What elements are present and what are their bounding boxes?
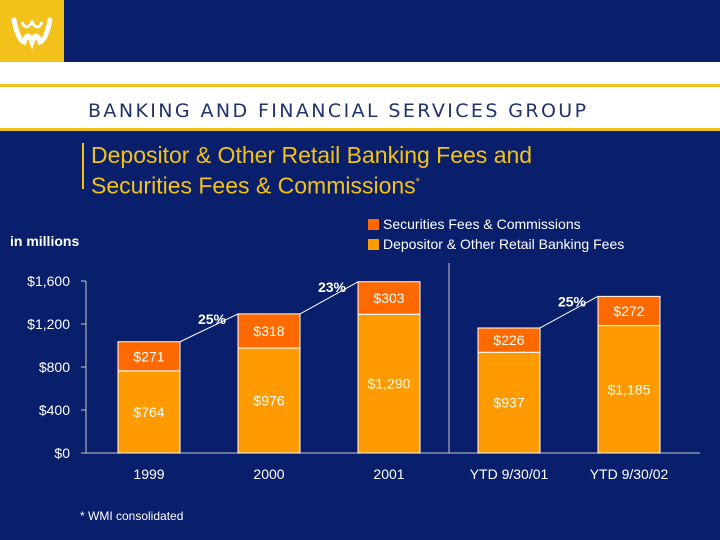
title-footnote-mark: * (415, 176, 420, 188)
gold-rule-bottom (0, 128, 720, 131)
y-tick-label: $1,200 (27, 316, 70, 332)
x-tick-label: YTD 9/30/02 (590, 466, 669, 482)
data-label-depositor: $1,290 (368, 376, 411, 392)
legend-label-securities: Securities Fees & Commissions (383, 216, 581, 232)
growth-label: 25% (198, 311, 227, 327)
title-line-2: Securities Fees & Commissions* (91, 169, 532, 200)
page-title: Depositor & Other Retail Banking Fees an… (91, 142, 532, 200)
x-tick-label: 2000 (253, 466, 284, 482)
bar-securities (117, 341, 181, 372)
data-label-depositor: $976 (253, 393, 284, 409)
title-rule (82, 143, 84, 189)
data-label-securities: $271 (133, 348, 164, 364)
y-tick-label: $800 (39, 359, 70, 375)
chart-legend: Securities Fees & Commissions Depositor … (368, 214, 624, 254)
title-line-1: Depositor & Other Retail Banking Fees an… (91, 142, 533, 168)
bar-depositor (357, 313, 421, 454)
growth-line (539, 295, 599, 329)
y-tick-label: $0 (54, 445, 70, 461)
bar-securities (357, 281, 421, 315)
bar-depositor (477, 351, 541, 454)
data-label-securities: $303 (373, 290, 404, 306)
data-label-securities: $272 (613, 303, 644, 319)
data-label-depositor: $937 (493, 395, 524, 411)
data-label-securities: $226 (493, 332, 524, 348)
growth-line (179, 313, 239, 343)
footnote: * WMI consolidated (80, 509, 184, 523)
bar-depositor (117, 370, 181, 454)
data-label-securities: $318 (253, 323, 284, 339)
gold-rule-top (0, 84, 720, 87)
x-tick-label: 1999 (133, 466, 164, 482)
legend-item-securities: Securities Fees & Commissions (368, 214, 624, 234)
bar-securities (597, 295, 661, 327)
bar-depositor (237, 347, 301, 454)
bar-securities (477, 327, 541, 353)
growth-label: 23% (318, 279, 347, 295)
bar-depositor (597, 325, 661, 454)
legend-swatch-securities (368, 218, 379, 230)
group-name: BANKING AND FINANCIAL SERVICES GROUP (88, 100, 589, 122)
legend-swatch-depositor (368, 238, 379, 250)
x-tick-label: YTD 9/30/01 (470, 466, 549, 482)
unit-label: in millions (10, 233, 80, 249)
wm-logo-icon (11, 17, 53, 50)
growth-line (299, 281, 359, 315)
data-label-depositor: $1,185 (608, 381, 651, 397)
group-band (0, 87, 720, 128)
y-tick-label: $400 (39, 402, 70, 418)
legend-label-depositor: Depositor & Other Retail Banking Fees (383, 236, 625, 252)
logo-box (0, 0, 64, 62)
x-tick-label: 2001 (373, 466, 404, 482)
top-bar (0, 0, 720, 62)
bar-securities (237, 313, 301, 349)
title-line-2-text: Securities Fees & Commissions (91, 172, 416, 199)
header-stripe (0, 62, 720, 84)
growth-label: 25% (558, 293, 587, 309)
y-tick-label: $1,600 (27, 273, 70, 289)
data-label-depositor: $764 (133, 404, 164, 420)
legend-item-depositor: Depositor & Other Retail Banking Fees (368, 234, 624, 254)
